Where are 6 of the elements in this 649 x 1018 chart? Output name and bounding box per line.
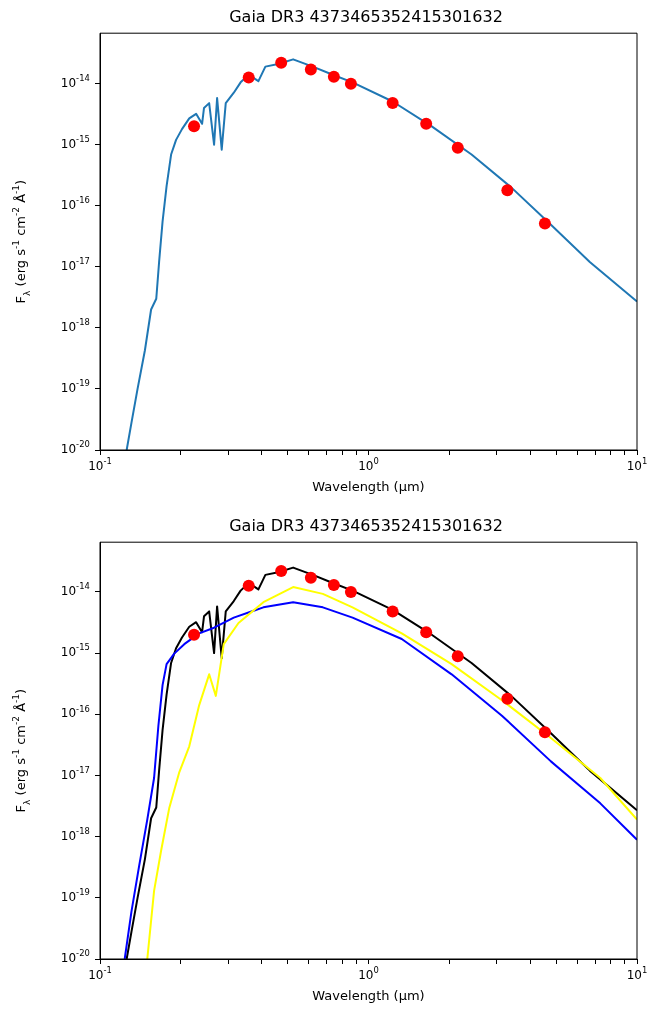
chart-title: Gaia DR3 4373465352415301632: [229, 515, 503, 535]
text: Fλ (erg s-1 cm-2 Å-1): [11, 688, 32, 813]
x-axis-title: Wavelength (μm): [312, 987, 425, 1003]
x-axis-title: Wavelength (μm): [312, 478, 425, 494]
chart-title: Gaia DR3 4373465352415301632: [229, 6, 503, 26]
text: Fλ (erg s-1 cm-2 Å-1): [11, 179, 32, 304]
